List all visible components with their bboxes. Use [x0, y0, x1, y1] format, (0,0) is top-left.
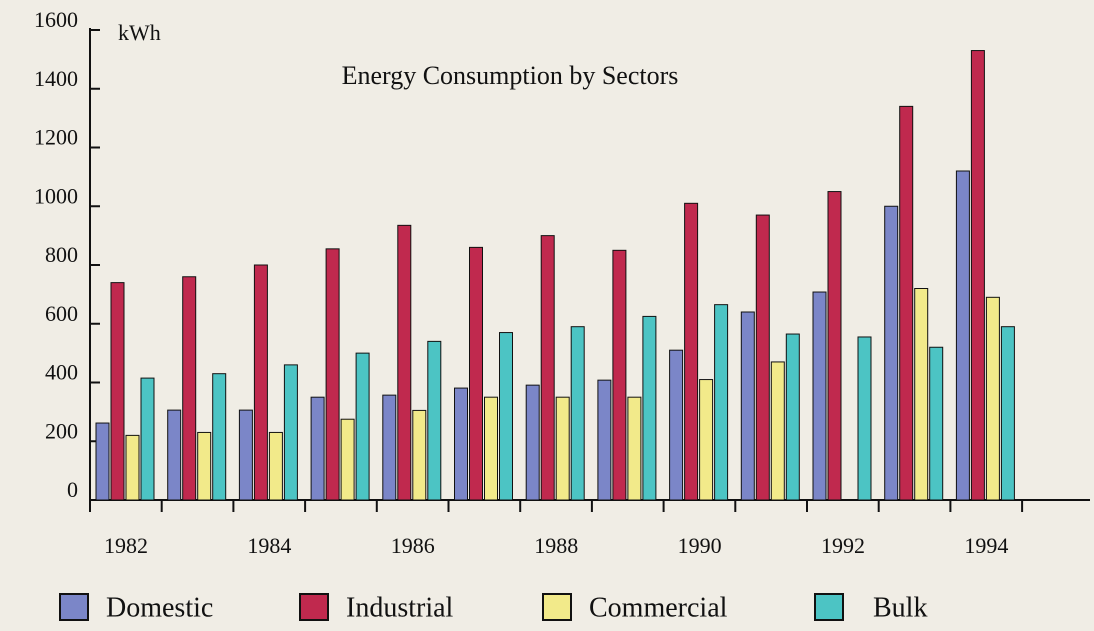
bar	[499, 332, 513, 501]
bar	[929, 346, 944, 501]
bar	[1000, 326, 1015, 501]
y-tick-label: 1200	[34, 125, 78, 150]
bar	[253, 264, 268, 501]
bar	[899, 105, 914, 501]
legend-label: Bulk	[873, 592, 927, 623]
bar	[484, 396, 498, 501]
y-tick-label: 1600	[34, 7, 78, 32]
bar	[125, 434, 140, 501]
bar	[740, 311, 755, 501]
y-tick-label: 0	[67, 477, 78, 502]
y-axis-label: kWh	[118, 20, 161, 45]
legend-label: Commercial	[589, 592, 728, 623]
bar	[714, 304, 729, 501]
x-tick-label: 1986	[391, 533, 435, 558]
legend-swatch	[299, 593, 329, 621]
bar	[642, 315, 657, 501]
legend-label: Domestic	[106, 592, 213, 623]
bar	[412, 409, 427, 501]
bar	[469, 246, 483, 501]
x-tick-label: 1982	[104, 533, 148, 558]
legend-swatch	[542, 593, 572, 621]
bar	[555, 396, 570, 501]
bar	[627, 396, 642, 501]
bar	[985, 296, 1000, 501]
x-tick-label: 1984	[247, 533, 291, 558]
bar	[669, 349, 684, 501]
bar	[95, 422, 110, 501]
bar	[355, 352, 370, 501]
chart-title: Energy Consumption by Sectors	[342, 61, 679, 90]
bar	[770, 361, 785, 501]
bar	[182, 276, 197, 501]
y-tick-label: 1400	[34, 66, 78, 91]
y-tick-label: 400	[45, 360, 78, 385]
legend-swatch	[59, 593, 89, 621]
bar	[955, 170, 970, 501]
legend-swatch	[814, 593, 844, 621]
bar	[283, 364, 298, 501]
x-tick-label: 1988	[534, 533, 578, 558]
bar	[755, 214, 770, 501]
bar	[340, 418, 355, 501]
bar	[427, 340, 442, 501]
bar	[884, 205, 899, 501]
bar	[212, 373, 227, 501]
x-tick-label: 1990	[678, 533, 722, 558]
bar	[612, 249, 627, 501]
bar	[827, 191, 842, 501]
y-tick-label: 800	[45, 242, 78, 267]
bar	[699, 379, 714, 501]
bar	[310, 396, 325, 501]
bar	[268, 431, 283, 501]
legend-label: Industrial	[346, 592, 454, 623]
x-tick-label: 1992	[821, 533, 865, 558]
bar	[540, 235, 555, 501]
bar	[110, 282, 125, 501]
bar	[857, 336, 872, 501]
bar	[525, 384, 540, 501]
bar	[785, 333, 800, 501]
bar	[970, 50, 985, 501]
bar	[325, 248, 340, 501]
bar	[397, 224, 412, 501]
bar	[238, 409, 253, 501]
y-tick-label: 600	[45, 301, 78, 326]
bar	[570, 326, 585, 501]
bar	[597, 379, 612, 501]
bar	[812, 291, 827, 501]
bar	[197, 431, 212, 501]
bar	[167, 409, 182, 501]
bar	[454, 387, 468, 501]
y-tick-label: 1000	[34, 183, 78, 208]
bar	[382, 394, 397, 501]
bar	[684, 202, 699, 501]
x-tick-label: 1994	[964, 533, 1008, 558]
bar	[914, 288, 929, 501]
bar	[140, 377, 155, 501]
y-tick-label: 200	[45, 418, 78, 443]
